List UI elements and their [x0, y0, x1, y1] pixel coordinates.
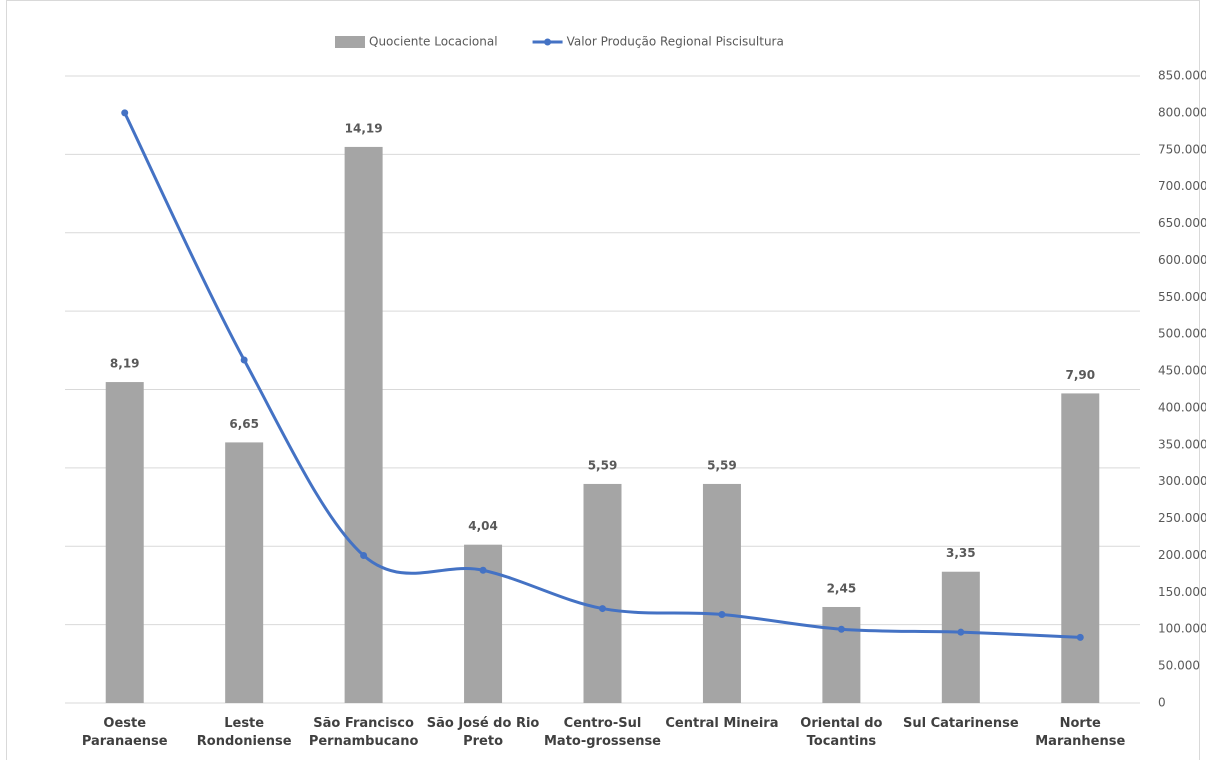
x-tick-label: Centro-Sul Mato-grossense: [544, 716, 661, 749]
bar: [225, 442, 264, 703]
data-label: 14,19: [345, 121, 383, 135]
data-label: 6,65: [229, 417, 259, 431]
line-point: [121, 109, 129, 117]
data-label: 8,19: [110, 357, 140, 371]
y2-tick-label: 550.000: [1158, 290, 1206, 304]
legend-label: Valor Produção Regional Piscisultura: [567, 35, 784, 49]
x-tick-label: São Francisco Pernambucano: [308, 716, 419, 749]
data-label: 5,59: [707, 458, 737, 472]
line-point: [360, 551, 368, 559]
y2-tick-label: 600.000: [1158, 253, 1206, 267]
y2-tick-label: 500.000: [1158, 327, 1206, 341]
bar: [702, 483, 741, 703]
y2-tick-label: 650.000: [1158, 216, 1206, 230]
y2-tick-label: 850.000: [1158, 69, 1206, 83]
x-tick-label: Central Mineira: [665, 716, 779, 731]
y2-tick-label: 200.000: [1158, 548, 1206, 562]
legend-label: Quociente Locacional: [369, 35, 498, 49]
y2-tick-label: 700.000: [1158, 179, 1206, 193]
legend-swatch: [544, 38, 552, 46]
line-point: [837, 625, 845, 633]
bar: [344, 146, 383, 703]
bar: [822, 606, 861, 703]
x-tick-label: São José do Rio Preto: [426, 716, 540, 749]
x-tick-label: Oriental do Tocantins: [800, 716, 883, 749]
x-tick-label: Norte Maranhense: [1035, 716, 1126, 749]
y2-tick-label: 250.000: [1158, 511, 1206, 525]
line-point: [479, 566, 487, 574]
bar: [583, 483, 622, 703]
line-point: [718, 610, 726, 618]
x-tick-label: Sul Catarinense: [903, 716, 1019, 731]
y2-tick-label: 50.000: [1158, 659, 1200, 673]
line-point: [240, 356, 248, 364]
y2-tick-label: 350.000: [1158, 437, 1206, 451]
data-label: 5,59: [588, 458, 618, 472]
y2-tick-label: 800.000: [1158, 105, 1206, 119]
data-label: 2,45: [827, 581, 857, 595]
line-point: [599, 605, 606, 613]
y2-tick-label: 0: [1158, 696, 1166, 710]
y2-tick-label: 750.000: [1158, 142, 1206, 156]
chart-border: [6, 0, 1200, 760]
y2-tick-label: 150.000: [1158, 585, 1206, 599]
y2-tick-label: 300.000: [1158, 474, 1206, 488]
data-label: 3,35: [946, 546, 976, 560]
legend-swatch: [335, 36, 365, 48]
y2-tick-label: 450.000: [1158, 364, 1206, 378]
data-label: 4,04: [468, 519, 498, 533]
x-tick-label: Leste Rondoniense: [196, 716, 292, 749]
x-tick-label: Oeste Paranaense: [81, 716, 168, 749]
data-label: 7,90: [1065, 368, 1095, 382]
bar: [941, 571, 980, 703]
y2-tick-label: 400.000: [1158, 400, 1206, 414]
line-point: [1076, 633, 1084, 641]
line-point: [957, 628, 965, 636]
y2-tick-label: 100.000: [1158, 622, 1206, 636]
bar: [1061, 393, 1100, 703]
bar: [105, 382, 144, 703]
